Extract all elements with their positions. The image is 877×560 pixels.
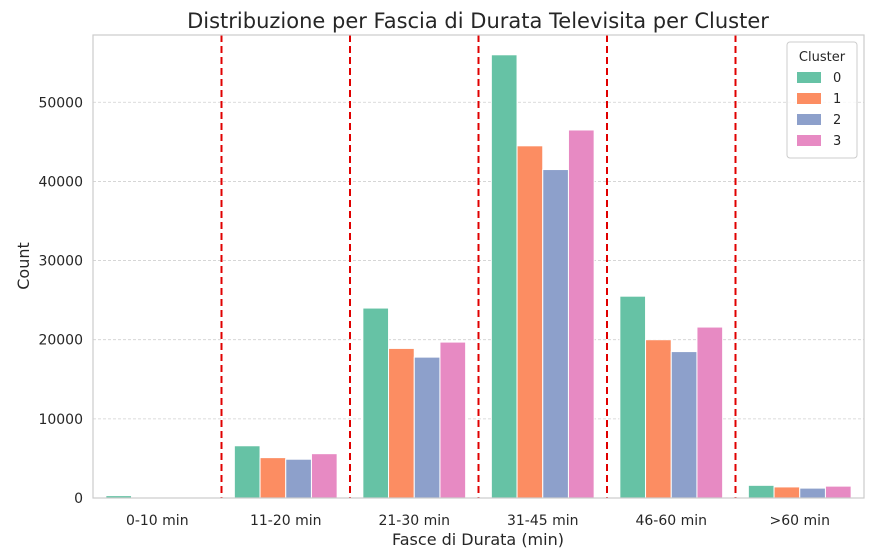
x-tick-label: 46-60 min bbox=[635, 513, 707, 529]
bar-cluster-3-5 bbox=[824, 485, 852, 499]
legend-title: Cluster bbox=[799, 50, 846, 65]
x-tick-label: >60 min bbox=[770, 513, 830, 529]
x-tick-label: 21-30 min bbox=[378, 513, 450, 529]
y-tick-label: 0 bbox=[74, 491, 83, 507]
y-ticks: 0 10000 20000 30000 40000 50000 bbox=[38, 95, 83, 507]
bar-cluster-3-4 bbox=[696, 326, 724, 499]
y-tick-label: 20000 bbox=[38, 333, 83, 349]
legend-swatch-2 bbox=[797, 114, 821, 125]
bar-cluster-1-5 bbox=[773, 486, 801, 499]
category-separators bbox=[220, 35, 737, 498]
x-tick-label: 0-10 min bbox=[126, 513, 189, 529]
bar-cluster-1-2 bbox=[388, 347, 415, 499]
y-tick-label: 10000 bbox=[38, 412, 83, 428]
bar-cluster-3-2 bbox=[439, 341, 467, 499]
bar-cluster-2-1 bbox=[285, 458, 312, 499]
bars bbox=[105, 54, 852, 499]
x-tick-label: 31-45 min bbox=[507, 513, 579, 529]
legend-swatch-1 bbox=[797, 93, 821, 104]
bar-cluster-0-1 bbox=[233, 445, 261, 499]
legend-label-1: 1 bbox=[833, 92, 841, 107]
legend: Cluster 0 1 2 3 bbox=[786, 41, 858, 159]
bar-cluster-2-3 bbox=[542, 169, 569, 499]
x-ticks: 0-10 min 11-20 min 21-30 min 31-45 min 46-60… bbox=[126, 513, 830, 529]
y-tick-label: 40000 bbox=[38, 174, 83, 190]
bar-cluster-2-2 bbox=[413, 356, 441, 499]
bar-cluster-0-5 bbox=[747, 484, 775, 499]
legend-swatch-3 bbox=[797, 135, 821, 146]
bar-cluster-1-4 bbox=[645, 339, 672, 499]
bar-cluster-2-5 bbox=[799, 487, 826, 499]
legend-swatch-0 bbox=[797, 72, 821, 83]
bar-cluster-1-3 bbox=[516, 145, 544, 499]
y-axis-label: Count bbox=[14, 242, 33, 290]
bar-cluster-3-3 bbox=[567, 129, 595, 499]
y-tick-label: 30000 bbox=[38, 254, 83, 270]
bar-cluster-1-1 bbox=[259, 457, 287, 499]
bar-cluster-0-2 bbox=[362, 307, 390, 499]
bar-cluster-0-4 bbox=[619, 295, 647, 499]
x-axis-label: Fasce di Durata (min) bbox=[392, 530, 564, 549]
bar-cluster-0-3 bbox=[490, 54, 518, 499]
legend-label-3: 3 bbox=[833, 134, 841, 149]
plot-frame bbox=[92, 34, 865, 499]
bar-cluster-2-4 bbox=[670, 351, 698, 499]
legend-label-2: 2 bbox=[833, 113, 841, 128]
chart-title: Distribuzione per Fascia di Durata Telev… bbox=[187, 9, 769, 33]
y-tick-label: 50000 bbox=[38, 95, 83, 111]
legend-box bbox=[786, 41, 858, 159]
x-tick-label: 11-20 min bbox=[250, 513, 322, 529]
legend-label-0: 0 bbox=[833, 71, 841, 86]
bar-cluster-3-1 bbox=[310, 453, 338, 499]
